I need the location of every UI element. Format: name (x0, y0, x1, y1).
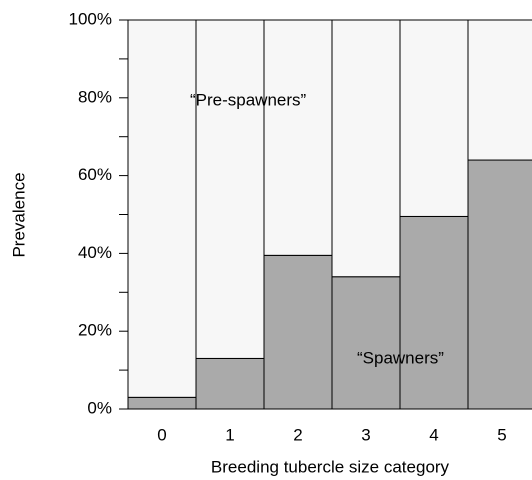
bar-segment (467, 19, 532, 161)
bar-segment (263, 19, 333, 256)
bar-segment (331, 19, 401, 278)
x-tick-label: 4 (429, 425, 438, 444)
y-tick-label: 0% (87, 398, 112, 417)
x-tick-label: 3 (361, 425, 370, 444)
bar-segment (195, 357, 265, 410)
bar-segment (331, 276, 401, 410)
y-tick-label: 60% (78, 165, 112, 184)
y-tick-label: 40% (78, 243, 112, 262)
x-tick-label: 2 (293, 425, 302, 444)
series-annotation: “Pre-spawners” (190, 90, 307, 109)
series-annotation: “Spawners” (357, 348, 444, 367)
y-axis-title: Prevalence (9, 172, 28, 257)
bar-segment (263, 254, 333, 410)
bar-segment (399, 19, 469, 217)
y-tick-label: 100% (69, 9, 112, 28)
bar-segment (127, 396, 197, 410)
bar-segment (195, 19, 265, 359)
x-tick-label: 1 (225, 425, 234, 444)
y-tick-label: 20% (78, 321, 112, 340)
bar-segment (399, 215, 469, 410)
bar-segment (127, 19, 197, 398)
x-tick-label: 5 (497, 425, 506, 444)
y-tick-label: 80% (78, 87, 112, 106)
x-axis-title: Breeding tubercle size category (211, 457, 450, 476)
x-tick-label: 0 (157, 425, 166, 444)
bar-segment (467, 159, 532, 410)
